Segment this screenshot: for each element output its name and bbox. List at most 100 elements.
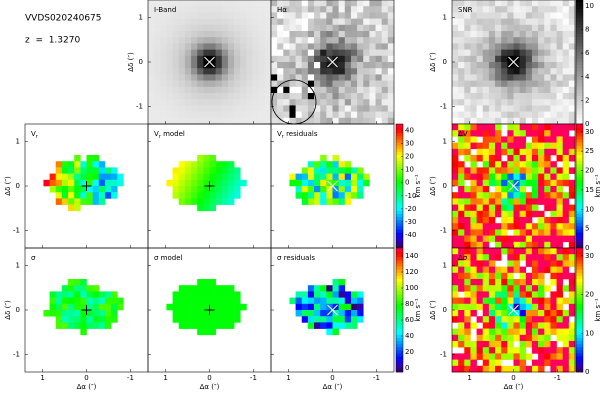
pixel	[488, 347, 496, 354]
pixel	[203, 80, 210, 88]
pixel	[495, 31, 502, 38]
y-tick-label: 0	[16, 306, 20, 314]
pixel	[338, 310, 346, 317]
pixel	[507, 235, 514, 243]
pixel	[203, 328, 210, 336]
pixel	[452, 6, 459, 13]
pixel	[568, 279, 576, 286]
pixel	[148, 80, 155, 88]
pixel	[458, 334, 465, 342]
pixel	[452, 210, 459, 218]
pixel	[464, 55, 471, 63]
pixel	[387, 55, 395, 63]
pixel	[381, 6, 389, 13]
pixel	[350, 99, 358, 106]
pixel	[544, 241, 551, 249]
colorbar-cell	[396, 319, 403, 323]
pixel	[369, 80, 376, 88]
pixel	[495, 111, 502, 119]
pixel	[215, 291, 223, 298]
pixel	[562, 6, 570, 13]
pixel	[452, 217, 459, 224]
pixel	[452, 86, 459, 94]
pixel	[215, 18, 223, 26]
pixel	[350, 316, 358, 323]
pixel	[482, 105, 490, 112]
pixel	[531, 341, 539, 348]
pixel	[531, 310, 539, 317]
pixel	[562, 260, 570, 267]
pixel	[184, 55, 192, 63]
pixel	[550, 173, 557, 181]
colorbar-cell	[576, 362, 583, 367]
pixel	[482, 74, 490, 81]
pixel	[550, 310, 557, 317]
pixel	[562, 353, 570, 360]
pixel	[277, 55, 284, 63]
pixel	[338, 285, 346, 292]
pixel	[550, 223, 557, 230]
pixel	[264, 117, 272, 125]
pixel	[544, 316, 551, 323]
pixel	[178, 12, 186, 19]
pixel	[544, 136, 551, 143]
pixel	[258, 86, 266, 94]
pixel	[215, 310, 223, 317]
pixel	[363, 37, 370, 44]
colorbar-cell	[576, 359, 583, 363]
pixel	[326, 24, 333, 32]
pixel	[215, 99, 223, 106]
colorbar-cell	[396, 269, 403, 274]
pixel	[501, 99, 508, 106]
pixel	[227, 24, 235, 32]
pixel	[538, 223, 545, 230]
y-axis-label: Δδ (″)	[429, 176, 437, 196]
pixel	[166, 99, 173, 106]
colorbar-cell	[396, 306, 403, 311]
pixel	[350, 37, 358, 44]
pixel	[464, 241, 471, 249]
colorbar-cell	[396, 331, 403, 336]
pixel	[184, 99, 192, 106]
pixel	[562, 117, 570, 125]
pixel	[332, 167, 339, 174]
pixel	[476, 229, 484, 236]
pixel	[172, 80, 180, 88]
pixel	[289, 12, 296, 19]
colorbar-cell	[396, 136, 403, 140]
pixel	[104, 316, 112, 323]
pixel	[338, 0, 346, 7]
pixel	[301, 297, 309, 305]
pixel	[538, 179, 545, 187]
pixel	[452, 297, 459, 305]
pixel	[387, 62, 395, 69]
pixel	[513, 316, 520, 323]
colorbar-cell	[396, 130, 403, 134]
pixel	[215, 80, 223, 88]
colorbar-tick-label: 2	[585, 96, 589, 104]
colorbar-cell	[576, 288, 583, 292]
pixel	[482, 254, 490, 261]
pixel	[476, 260, 484, 267]
pixel	[277, 43, 284, 50]
pixel	[562, 111, 570, 119]
label-part: V	[154, 130, 159, 138]
pixel	[307, 297, 315, 305]
colorbar-cell	[396, 195, 403, 199]
colorbar-tick-label: -20	[405, 205, 416, 213]
pixel	[191, 68, 198, 75]
pixel	[271, 99, 278, 106]
pixel	[470, 260, 477, 267]
pixel	[166, 12, 173, 19]
pixel	[277, 99, 284, 106]
pixel	[550, 68, 557, 75]
pixel	[556, 173, 563, 181]
pixel	[519, 0, 527, 7]
pixel	[464, 18, 471, 26]
pixel	[464, 297, 471, 305]
pixel	[544, 43, 551, 50]
colorbar-cell	[576, 204, 583, 208]
pixel	[264, 105, 272, 112]
pixel	[513, 18, 520, 26]
pixel	[550, 86, 557, 94]
